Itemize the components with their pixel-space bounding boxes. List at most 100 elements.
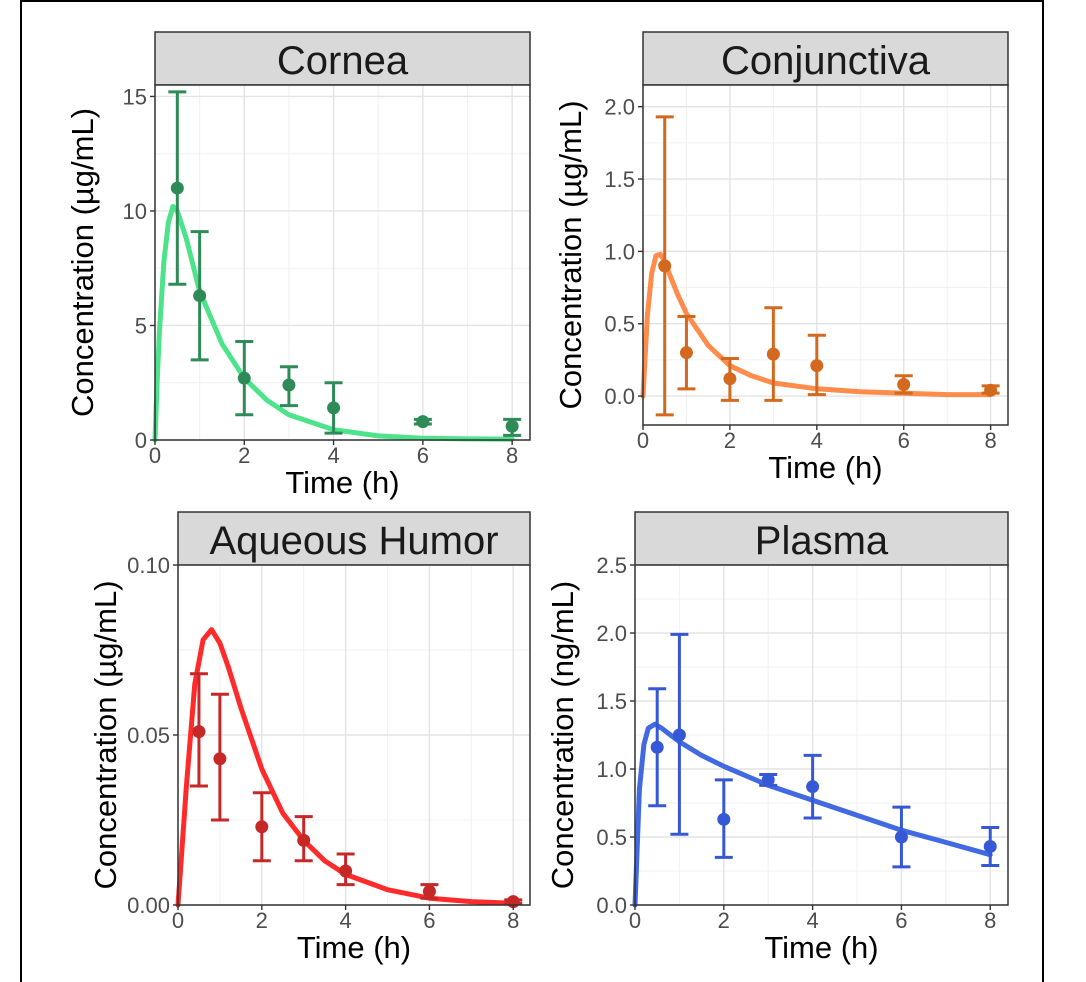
data-point [193,289,207,303]
y-tick-label: 0.0 [604,384,635,409]
y-tick-label: 2.5 [596,553,627,578]
data-point [505,419,519,433]
y-tick-label: 2.0 [604,95,635,120]
fit-line [152,203,515,443]
y-tick-label: 0.10 [127,553,170,578]
x-tick-label: 6 [417,443,429,468]
fit-curve [632,721,993,908]
y-tick-label: 0.5 [604,312,635,337]
data-point [327,401,341,415]
panel-border [154,84,531,441]
panel-title: Plasma [755,519,889,563]
data-point [810,359,824,373]
x-tick-label: 2 [238,443,250,468]
data-point [679,346,693,360]
y-tick-label: 15 [123,84,147,109]
data-point [983,840,997,854]
x-tick-label: 2 [724,428,736,453]
observed-points [189,672,523,909]
y-tick-label: 0.05 [127,723,170,748]
x-tick-label: 2 [256,908,268,933]
x-tick-label: 4 [339,908,351,933]
x-tick-label: 0 [637,428,649,453]
data-point [894,830,908,844]
data-point [297,833,311,847]
data-point [170,181,184,195]
x-tick-label: 8 [984,428,996,453]
y-tick-label: 10 [123,199,147,224]
data-point [672,728,686,742]
x-tick-label: 0 [172,908,184,933]
data-point [984,383,998,397]
data-point [766,347,780,361]
axis-ticks: 0 2 4 6 8 0.0 0.5 1.0 1.5 2.0 [604,95,996,453]
x-axis-title: Time (h) [768,450,882,485]
y-tick-label: 1.5 [604,167,635,192]
y-tick-label: 1.0 [596,757,627,782]
panel-title: Conjunctiva [721,39,931,83]
observed-points [648,632,1000,869]
panel-cornea: Cornea 0 2 4 6 8 0 5 10 15 Time (h) Concentratio… [65,31,531,500]
y-tick-label: 2.0 [596,621,627,646]
y-tick-label: 1.5 [596,689,627,714]
y-axis-title: Concentration (ng/mL) [545,581,580,889]
x-tick-label: 4 [811,428,823,453]
data-point [717,812,731,826]
fit-line [175,627,516,908]
y-tick-label: 0.5 [596,825,627,850]
fit-line [632,721,993,908]
fit-curve [152,203,515,443]
panel-title: Aqueous Humor [209,519,498,563]
data-point [255,820,269,834]
x-axis-title: Time (h) [297,930,411,965]
panel-title: Cornea [277,39,409,83]
panel-border [177,564,531,906]
data-point [416,415,430,429]
panel-aqueous-humor: Aqueous Humor 0 2 4 6 8 0.00 0.05 0.10 Time (h)… [88,511,531,965]
panel-border [642,84,1009,426]
axis-ticks: 0 2 4 6 8 0 5 10 15 [123,84,519,468]
data-point [658,259,672,273]
x-tick-label: 8 [984,908,996,933]
x-tick-label: 8 [507,908,519,933]
plot-area [643,85,1008,425]
x-tick-label: 0 [149,443,161,468]
fit-line [640,251,994,399]
axis-ticks: 0 2 4 6 8 0.00 0.05 0.10 [127,553,519,933]
x-tick-label: 6 [895,908,907,933]
x-tick-label: 6 [898,428,910,453]
y-tick-label: 0.00 [127,893,170,918]
data-point [192,725,206,739]
x-tick-label: 2 [718,908,730,933]
strip-background [642,31,1009,86]
x-tick-label: 4 [327,443,339,468]
data-point [897,377,911,391]
data-point [761,773,775,787]
panel-conjunctiva: Conjunctiva 0 2 4 6 8 0.0 0.5 1.0 1.5 2.0 Time (h… [553,31,1009,485]
fit-curve [640,251,994,399]
y-tick-label: 5 [135,313,147,338]
data-point [806,780,820,794]
plot-area [155,85,530,440]
data-point [723,372,737,386]
observed-points [655,115,1000,417]
panel-plasma: Plasma 0 2 4 6 80.00.51.01.52.02.5 Time (h) … [545,511,1009,965]
x-tick-label: 6 [423,908,435,933]
x-tick-label: 8 [506,443,518,468]
fit-curve [175,627,516,908]
y-axis-title: Concentration (µg/mL) [65,108,100,417]
data-point [237,371,251,385]
panel-border [634,564,1009,906]
data-point [650,740,664,754]
y-tick-label: 0 [135,428,147,453]
y-axis-title: Concentration (µg/mL) [88,580,123,889]
x-axis-title: Time (h) [764,930,878,965]
data-point [339,864,353,878]
y-tick-label: 1.0 [604,239,635,264]
y-tick-label: 0.0 [596,893,627,918]
data-point [213,752,227,766]
data-point [282,378,296,392]
figure-frame [20,0,1044,982]
x-axis-title: Time (h) [285,465,399,500]
